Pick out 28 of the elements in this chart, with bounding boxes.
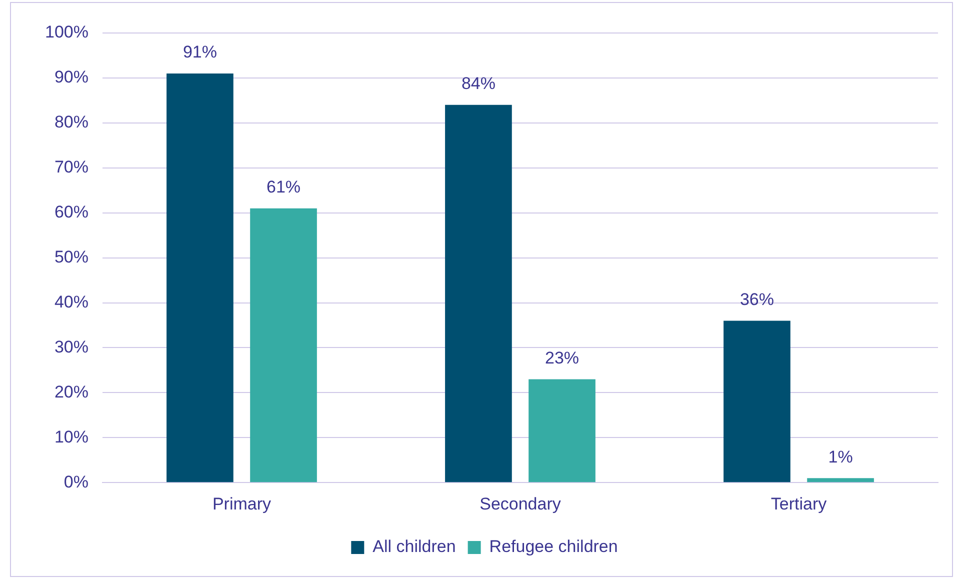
x-tick-label: Primary: [212, 494, 272, 514]
bar: [445, 104, 512, 482]
y-tick-label: 60%: [54, 202, 88, 222]
bar: [807, 478, 874, 482]
bar: [528, 379, 596, 482]
y-tick-label: 100%: [44, 22, 88, 42]
y-tick-label: 40%: [54, 292, 88, 312]
data-label: 23%: [545, 348, 580, 368]
y-tick-label: 20%: [54, 382, 88, 402]
bar: [724, 320, 790, 482]
data-label: 84%: [461, 74, 496, 94]
bar: [166, 73, 234, 482]
data-label: 1%: [828, 447, 853, 466]
x-tick-label: Tertiary: [770, 494, 828, 514]
y-tick-label: 50%: [54, 247, 88, 266]
data-label: 91%: [182, 42, 217, 62]
y-tick-label: 90%: [54, 68, 88, 87]
y-tick-label: 0%: [64, 472, 88, 492]
bar: [250, 208, 317, 482]
legend-label: All children: [372, 537, 456, 556]
legend-label: Refugee children: [489, 537, 618, 556]
y-tick-label: 70%: [54, 158, 88, 177]
y-tick-label: 10%: [54, 427, 88, 446]
x-tick-label: Secondary: [480, 494, 562, 514]
data-label: 36%: [740, 290, 774, 309]
y-tick-label: 80%: [54, 112, 88, 132]
y-tick-label: 30%: [54, 337, 88, 356]
data-label: 61%: [266, 178, 301, 197]
